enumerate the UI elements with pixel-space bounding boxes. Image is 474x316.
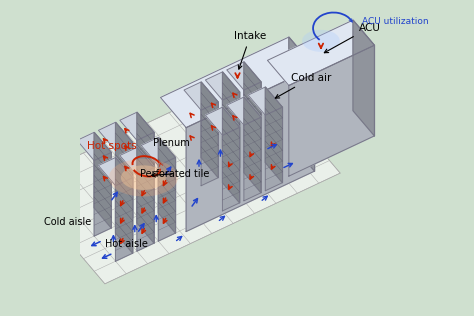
- Polygon shape: [244, 82, 261, 166]
- Polygon shape: [289, 45, 374, 176]
- Polygon shape: [222, 127, 240, 211]
- Polygon shape: [222, 72, 240, 167]
- Text: Hot spots: Hot spots: [87, 141, 137, 151]
- Polygon shape: [248, 87, 283, 115]
- Polygon shape: [77, 132, 111, 161]
- Polygon shape: [116, 143, 133, 226]
- Polygon shape: [184, 82, 218, 110]
- Ellipse shape: [302, 30, 340, 52]
- Polygon shape: [205, 72, 240, 100]
- Polygon shape: [222, 92, 240, 176]
- Ellipse shape: [109, 159, 178, 197]
- Polygon shape: [137, 167, 154, 251]
- Text: Plenum: Plenum: [153, 138, 190, 148]
- Polygon shape: [265, 107, 283, 191]
- Polygon shape: [222, 107, 240, 203]
- Polygon shape: [205, 107, 240, 135]
- Polygon shape: [201, 102, 218, 186]
- Polygon shape: [161, 37, 315, 128]
- Polygon shape: [120, 112, 154, 140]
- Polygon shape: [99, 157, 133, 186]
- Text: ACU utilization: ACU utilization: [362, 17, 428, 27]
- Polygon shape: [116, 122, 133, 218]
- Polygon shape: [137, 112, 154, 208]
- Polygon shape: [244, 117, 261, 201]
- Text: Hot aisle: Hot aisle: [105, 239, 148, 249]
- Polygon shape: [99, 122, 133, 150]
- Polygon shape: [137, 148, 154, 243]
- Polygon shape: [353, 20, 374, 136]
- Text: Cold air: Cold air: [275, 73, 331, 98]
- Polygon shape: [137, 132, 154, 216]
- Text: Intake: Intake: [234, 32, 266, 69]
- Ellipse shape: [121, 165, 166, 190]
- Text: ACU: ACU: [324, 23, 381, 53]
- Polygon shape: [158, 157, 175, 241]
- Polygon shape: [141, 137, 175, 166]
- Polygon shape: [289, 37, 315, 171]
- Polygon shape: [94, 152, 111, 236]
- Polygon shape: [227, 62, 261, 90]
- Text: Perforated tile: Perforated tile: [140, 169, 210, 179]
- Polygon shape: [265, 87, 283, 183]
- Polygon shape: [244, 62, 261, 157]
- Polygon shape: [19, 72, 340, 284]
- Polygon shape: [267, 20, 374, 86]
- Polygon shape: [186, 67, 315, 232]
- Polygon shape: [120, 148, 154, 176]
- Polygon shape: [94, 132, 111, 228]
- Polygon shape: [244, 97, 261, 193]
- Polygon shape: [116, 178, 133, 261]
- Polygon shape: [201, 82, 218, 178]
- Text: Cold aisle: Cold aisle: [44, 217, 91, 227]
- Polygon shape: [116, 157, 133, 253]
- Polygon shape: [158, 137, 175, 233]
- Polygon shape: [227, 97, 261, 125]
